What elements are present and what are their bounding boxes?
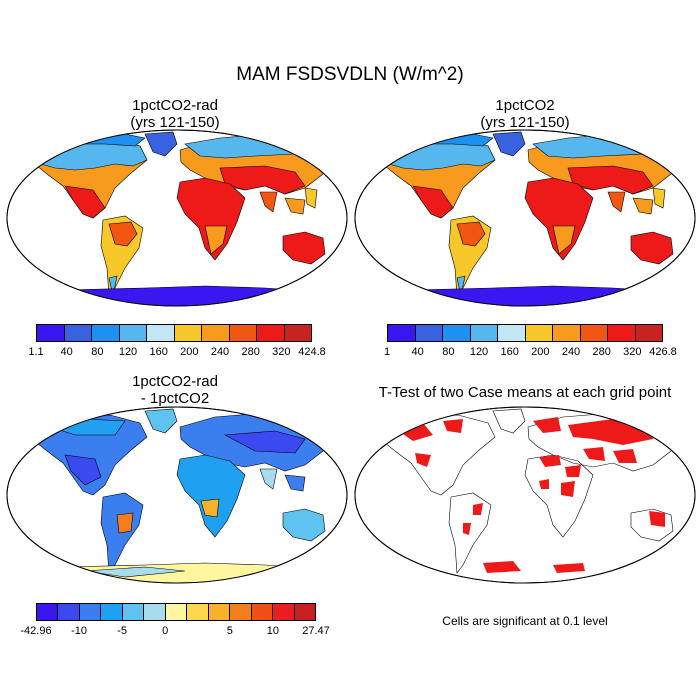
colorbar-tick-label: -5	[117, 625, 128, 637]
colorbar-tick-label: 240	[210, 346, 230, 358]
colorbar-tick-label: 200	[531, 346, 550, 358]
colorbar-panel-3	[36, 603, 316, 621]
colorbar-tick-label: 0	[162, 625, 169, 637]
panel-2-title: 1pctCO2 (yrs 121-150)	[380, 97, 670, 131]
colorbar-tick-label: 10	[266, 625, 280, 637]
panel-3-title: 1pctCO2-rad - 1pctCO2	[30, 373, 320, 407]
colorbar-tick-label: 1.1	[28, 346, 44, 358]
colorbar-tick-label: 160	[500, 346, 519, 358]
colorbar-swatch	[229, 325, 257, 341]
panel-3-title-line2: - 1pctCO2	[140, 390, 210, 407]
colorbar-swatch	[144, 604, 166, 620]
panel-1-title: 1pctCO2-rad (yrs 121-150)	[30, 97, 320, 131]
panel-2-title-line1: 1pctCO2	[495, 97, 555, 114]
colorbar-swatch	[273, 604, 295, 620]
colorbar-tick-label: 40	[411, 346, 424, 358]
colorbar-panel-1	[36, 324, 312, 342]
colorbar-tick-label: 120	[118, 346, 138, 358]
panel-2-title-line2: (yrs 121-150)	[480, 114, 570, 131]
colorbar-swatch	[608, 325, 636, 341]
colorbar-tick-label: 280	[592, 346, 611, 358]
colorbar-panel-2-labels: 1 40 80 120 160 200 240 280 320 426.8	[0, 346, 700, 360]
colorbar-panel-3-labels: -42.96 -10 -5 0 5 10 27.47	[0, 625, 700, 639]
colorbar-swatch	[470, 325, 498, 341]
colorbar-swatch	[635, 325, 662, 341]
colorbar-swatch	[165, 604, 188, 620]
colorbar-swatch	[284, 325, 311, 341]
colorbar-swatch	[230, 604, 252, 620]
colorbar-tick-label: 1	[383, 346, 391, 358]
colorbar-tick-label: 40	[60, 346, 73, 358]
colorbar-swatch	[294, 604, 316, 620]
colorbar-swatch	[174, 325, 202, 341]
map-panel-1	[6, 129, 348, 307]
colorbar-swatch	[525, 325, 553, 341]
map-panel-4	[354, 406, 696, 584]
colorbar-swatch	[202, 325, 230, 341]
colorbar-tick-label: -10	[71, 625, 88, 637]
colorbar-swatch	[147, 325, 175, 341]
colorbar-swatch	[415, 325, 443, 341]
colorbar-tick-label: 426.8	[649, 346, 677, 358]
colorbar-swatch	[122, 604, 145, 620]
colorbar-tick-label: 160	[149, 346, 168, 358]
colorbar-tick-label: 424.8	[298, 346, 326, 358]
colorbar-swatch	[443, 325, 471, 341]
panel-3-title-line1: 1pctCO2-rad	[132, 373, 218, 390]
colorbar-tick-label: -42.96	[20, 625, 52, 637]
colorbar-swatch	[208, 604, 231, 620]
significant-cells	[393, 417, 665, 573]
colorbar-tick-label: 320	[272, 346, 291, 358]
colorbar-panel-1-labels: 1.1 40 80 120 160 200 240 280 320 424.8	[0, 346, 700, 360]
colorbar-swatch	[251, 604, 274, 620]
colorbar-swatch	[92, 325, 120, 341]
colorbar-tick-label: 280	[241, 346, 260, 358]
colorbar-swatch	[64, 325, 92, 341]
colorbar-swatch	[101, 604, 123, 620]
colorbar-swatch	[580, 325, 608, 341]
panel-4-title: T-Test of two Case means at each grid po…	[378, 384, 672, 401]
colorbar-swatch	[498, 325, 526, 341]
colorbar-tick-label: 5	[226, 625, 233, 637]
colorbar-swatch	[37, 604, 59, 620]
colorbar-tick-label: 200	[180, 346, 199, 358]
colorbar-swatch	[79, 604, 102, 620]
colorbar-tick-label: 320	[623, 346, 642, 358]
colorbar-panel-2	[387, 324, 663, 342]
colorbar-swatch	[388, 325, 416, 341]
colorbar-tick-label: 240	[561, 346, 581, 358]
colorbar-swatch	[37, 325, 65, 341]
colorbar-swatch	[58, 604, 80, 620]
colorbar-tick-label: 27.47	[302, 625, 330, 637]
colorbar-swatch	[187, 604, 209, 620]
colorbar-swatch	[553, 325, 581, 341]
colorbar-tick-label: 80	[442, 346, 455, 358]
colorbar-swatch	[119, 325, 147, 341]
significance-note: Cells are significant at 0.1 level	[442, 614, 608, 628]
colorbar-tick-label: 120	[469, 346, 489, 358]
figure-title: MAM FSDSVDLN (W/m^2)	[236, 64, 464, 85]
map-panel-3	[6, 406, 348, 584]
colorbar-swatch	[257, 325, 285, 341]
colorbar-tick-label: 80	[91, 346, 104, 358]
panel-1-title-line1: 1pctCO2-rad	[132, 97, 218, 114]
map-panel-2	[354, 129, 696, 307]
panel-1-title-line2: (yrs 121-150)	[130, 114, 220, 131]
